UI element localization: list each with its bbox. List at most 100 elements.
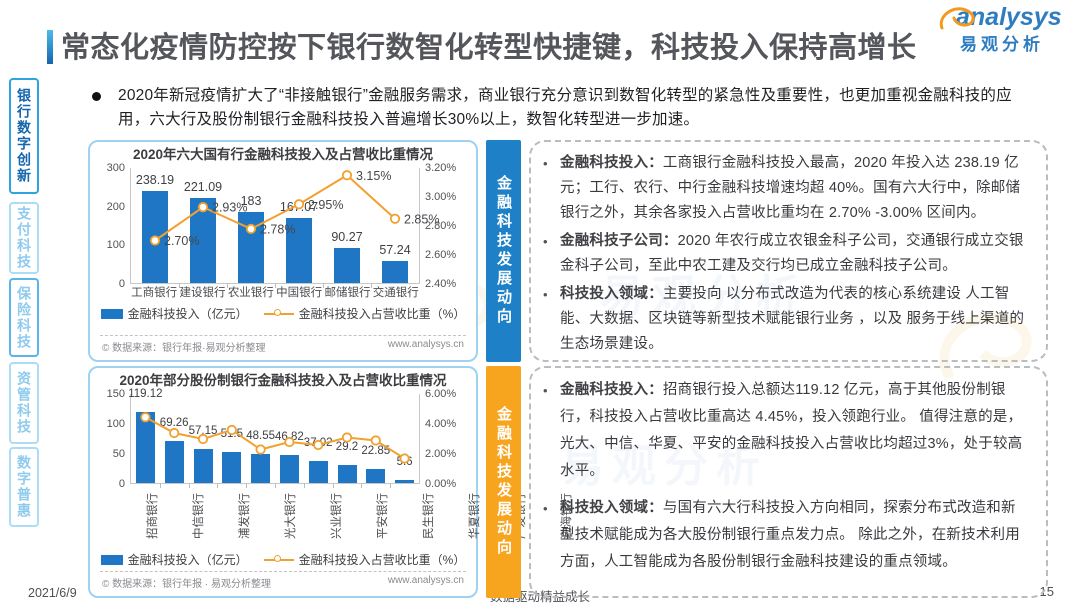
x-axis-tick: [179, 283, 180, 288]
bar: [308, 460, 328, 483]
line-marker: [255, 444, 266, 455]
sidebar-item-2[interactable]: 支付科技: [9, 202, 39, 274]
y-axis-tick-label: 2.00%: [425, 448, 457, 460]
y-axis-tick-label: 150: [106, 388, 125, 400]
y-axis-tick-label: 2.60%: [425, 249, 457, 261]
source-row: © 数据来源：银行年报·易观分析整理 www.analysys.cn: [100, 335, 466, 354]
bar: [222, 452, 242, 483]
panel-text: 金融科技子公司：2020 年农行成立农银金科子公司，交通银行成立交银金科子公司，…: [560, 229, 1030, 279]
legend-line-swatch-icon: [263, 309, 294, 316]
legend-item-bar: 金融科技投入（亿元）: [100, 305, 248, 322]
plot-row: 150100500119.1269.2657.1551.548.5546.823…: [100, 388, 466, 490]
bullet-dot-icon: •: [543, 234, 548, 249]
x-axis-label-text: 平安银行: [377, 493, 389, 539]
panel-lead: 金融科技投入：: [560, 382, 663, 398]
panel-body: 工商银行金融科技投入最高，2020 年投入达 238.19 亿元；工行、农行、中…: [560, 155, 1021, 221]
trend-line: 2.70% 2.93% 2.78% 2.95% 3.15% 2.85%: [149, 169, 439, 248]
y-axis-tick-label: 0.00%: [425, 478, 457, 490]
line-marker: [399, 453, 410, 464]
banner-fintech-trend-bottom: 金融科技发展动向: [486, 366, 521, 598]
bar: [366, 469, 386, 483]
line-marker: [313, 439, 324, 451]
y-axis-right: 6.00% 4.00% 2.00% 0.00%: [420, 388, 466, 490]
legend-item-line: 金融科技投入占营收比重（%）: [263, 305, 466, 322]
bar: [395, 479, 415, 483]
legend-item-line: 金融科技投入占营收比重（%）: [263, 551, 465, 568]
bar-value-label: 238.19: [135, 172, 175, 187]
y-axis-left: 150 100 50 0: [100, 388, 130, 490]
banner-fintech-trend-top: 金融科技发展动向: [486, 140, 521, 362]
insight-panel-soe: • 金融科技投入：工商银行金融科技投入最高，2020 年投入达 238.19 亿元…: [529, 140, 1048, 362]
y-axis-tick-label: 3.20%: [425, 162, 457, 174]
x-axis-label-text: 光大银行: [285, 493, 297, 539]
x-axis-tick: [303, 483, 305, 488]
brand-logo: analysys 易观分析: [938, 4, 1066, 55]
trend-polyline: [154, 174, 396, 242]
sidebar-item-label: 保险科技: [16, 285, 32, 350]
y-axis-left: 300 200 100 0: [100, 162, 130, 290]
x-axis-label: 邮储银行: [324, 287, 371, 299]
x-axis-label: 招商银行: [130, 484, 176, 548]
sidebar-item-label: 资管科技: [16, 371, 32, 435]
panel-body: 招商银行投入总额达119.12 亿元，高于其他股份制银行，科技投入占营收比重高达…: [560, 382, 1023, 479]
panel-item: • 科技投入领域：与国有六大行科技投入方向相同，探索分布式改造和新型技术赋能成为各…: [543, 495, 1030, 576]
legend-item-bar: 金融科技投入（亿元）: [100, 551, 248, 568]
plot-area: 119.1269.2657.1551.548.5546.8237.0229.22…: [128, 388, 420, 488]
bar-value-label: 90.27: [331, 230, 363, 245]
chart-card-soe-banks: 2020年六大国有行金融科技投入及占营收比重情况 300 200 100 0 238.19…: [88, 140, 478, 362]
logo-swoosh-icon: [939, 7, 975, 30]
line-value-label: 3.15%: [356, 169, 391, 183]
x-axis-label: 民生银行: [406, 484, 452, 548]
sidebar-item-1[interactable]: 银行数字创新: [9, 78, 39, 194]
line-value-label: 2.95%: [308, 198, 343, 212]
x-axis-label: 建设银行: [179, 287, 226, 299]
bullet-dot-icon: [92, 92, 101, 101]
y-axis-tick-label: 50: [112, 448, 125, 460]
bar-value-label: 48.55: [246, 429, 275, 442]
x-axis-label: 浦发银行: [222, 484, 268, 548]
bullet-dot-icon: •: [543, 383, 548, 398]
bar-value-label: 57.15: [188, 424, 218, 437]
banner-label: 金融科技发展动向: [495, 406, 512, 558]
line-marker: [149, 235, 161, 246]
logo-brand-cn-text: 易观分析: [960, 35, 1044, 55]
x-axis-label-text: 中信银行: [193, 493, 205, 539]
source-link[interactable]: www.analysys.cn: [387, 575, 464, 586]
bar-value-label: 22.85: [361, 445, 391, 458]
line-value-label: 2.85%: [404, 212, 439, 226]
source-row: © 数据来源：银行年报 · 易观分析整理 www.analysys.cn: [100, 571, 466, 590]
sidebar-item-3[interactable]: 保险科技: [9, 278, 39, 357]
sidebar-item-label: 数字普惠: [16, 455, 32, 519]
sidebar-item-4[interactable]: 资管科技: [9, 362, 39, 444]
legend-line-marker-icon: [273, 309, 281, 316]
x-axis-label: 工商银行: [131, 287, 178, 299]
source-note: © 数据来源：银行年报 · 易观分析整理: [102, 579, 272, 590]
bar: [164, 441, 184, 483]
sidebar-item-5[interactable]: 数字普惠: [9, 447, 39, 527]
legend-label: 金融科技投入占营收比重（%）: [298, 307, 466, 321]
y-axis-tick-label: 3.00%: [425, 191, 457, 203]
line-marker: [197, 433, 209, 445]
x-axis-label-text: 招商银行: [147, 493, 159, 539]
x-axis-label: 兴业银行: [314, 484, 360, 548]
legend-line-swatch-icon: [263, 555, 294, 562]
chart-title: 2020年六大国有行金融科技投入及占营收比重情况: [132, 147, 434, 162]
line-marker: [293, 199, 305, 210]
source-link[interactable]: www.analysys.cn: [387, 339, 464, 350]
bar: [337, 465, 357, 483]
panel-body: 2020 年农行成立农银金科子公司，交通银行成立交银金科子公司，至此中农工建及交…: [560, 233, 1024, 274]
y-axis-tick-label: 200: [106, 200, 125, 213]
bullet-dot-icon: •: [543, 501, 548, 516]
x-axis-tick: [227, 283, 228, 288]
chart-legend: 金融科技投入（亿元） 金融科技投入占营收比重（%）: [100, 305, 466, 322]
x-axis-label: 光大银行: [268, 484, 314, 548]
bar: [135, 411, 155, 483]
bar-value-label: 183: [240, 194, 262, 209]
x-axis-tick: [323, 283, 324, 288]
x-axis-tick: [275, 483, 276, 488]
y-axis-tick-label: 100: [106, 239, 125, 252]
line-marker: [245, 223, 257, 235]
panel-lead: 金融科技子公司：: [560, 233, 678, 249]
panel-text: 金融科技投入：招商银行投入总额达119.12 亿元，高于其他股份制银行，科技投入…: [560, 377, 1030, 485]
